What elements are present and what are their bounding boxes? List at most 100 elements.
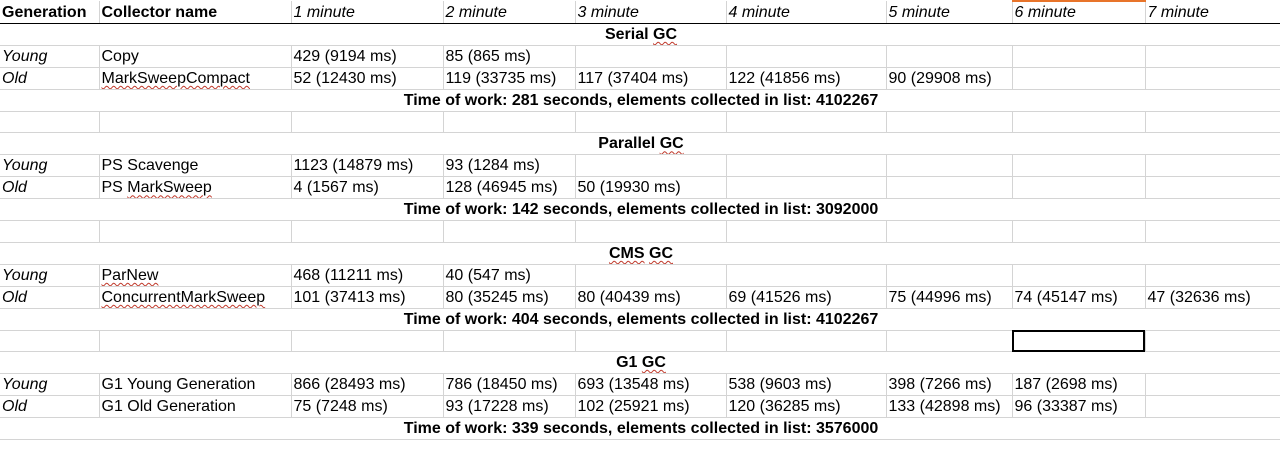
cell-value[interactable]: 50 (19930 ms) [575,176,727,200]
cell-value[interactable]: 80 (35245 ms) [443,286,576,309]
header-cell-generation[interactable]: Generation [0,1,100,24]
cell-value[interactable]: 120 (36285 ms) [726,395,887,419]
section-title-cms[interactable]: CMS GC [0,242,1280,265]
empty-cell[interactable] [726,111,887,134]
cell-generation[interactable]: Old [0,176,100,200]
cell-value[interactable] [1012,45,1146,68]
cell-value[interactable] [575,45,727,68]
cell-collector[interactable]: G1 Old Generation [99,395,292,419]
cell-generation[interactable]: Young [0,154,100,178]
cell-value[interactable] [886,154,1013,178]
cell-value[interactable]: 786 (18450 ms) [443,373,576,397]
cell-value[interactable] [1145,67,1280,90]
header-cell-7-minute[interactable]: 7 minute [1145,1,1280,24]
empty-cell[interactable] [99,111,292,134]
cell-value[interactable] [726,176,887,200]
cell-collector[interactable]: MarkSweepCompact [99,67,292,90]
empty-cell[interactable] [575,220,727,243]
empty-cell[interactable] [0,220,100,243]
cell-value[interactable] [575,264,727,287]
empty-cell[interactable] [886,220,1013,243]
cell-value[interactable] [1145,395,1280,419]
cell-value[interactable]: 398 (7266 ms) [886,373,1013,397]
cell-value[interactable]: 75 (44996 ms) [886,286,1013,309]
empty-cell[interactable] [1145,330,1280,353]
cell-value[interactable]: 74 (45147 ms) [1012,286,1146,309]
cell-generation[interactable]: Old [0,395,100,419]
cell-value[interactable]: 80 (40439 ms) [575,286,727,309]
cell-collector[interactable]: G1 Young Generation [99,373,292,397]
section-title-parallel[interactable]: Parallel GC [0,132,1280,156]
cell-value[interactable] [726,45,887,68]
cell-value[interactable]: 128 (46945 ms) [443,176,576,200]
cell-value[interactable] [726,264,887,287]
cell-generation[interactable]: Old [0,286,100,309]
cell-collector[interactable]: ParNew [99,264,292,287]
cell-value[interactable] [1012,67,1146,90]
cell-value[interactable]: 468 (11211 ms) [291,264,444,287]
cell-value[interactable] [886,264,1013,287]
empty-cell[interactable] [726,330,887,353]
empty-cell[interactable] [443,330,576,353]
cell-value[interactable] [1145,264,1280,287]
cell-value[interactable]: 85 (865 ms) [443,45,576,68]
empty-cell[interactable] [0,330,100,353]
cell-value[interactable]: 93 (1284 ms) [443,154,576,178]
empty-cell[interactable] [1145,220,1280,243]
cell-value[interactable]: 187 (2698 ms) [1012,373,1146,397]
selected-cell[interactable] [1012,330,1146,353]
empty-cell[interactable] [0,111,100,134]
cell-value[interactable]: 93 (17228 ms) [443,395,576,419]
cell-value[interactable] [575,154,727,178]
header-cell-1-minute[interactable]: 1 minute [291,1,444,24]
empty-cell[interactable] [443,220,576,243]
empty-cell[interactable] [291,330,444,353]
header-cell-5-minute[interactable]: 5 minute [886,1,1013,24]
cell-value[interactable]: 101 (37413 ms) [291,286,444,309]
cell-value[interactable]: 52 (12430 ms) [291,67,444,90]
cell-value[interactable]: 429 (9194 ms) [291,45,444,68]
cell-value[interactable]: 119 (33735 ms) [443,67,576,90]
cell-value[interactable] [1012,176,1146,200]
cell-value[interactable]: 693 (13548 ms) [575,373,727,397]
cell-value[interactable]: 90 (29908 ms) [886,67,1013,90]
cell-value[interactable] [1012,154,1146,178]
empty-cell[interactable] [886,111,1013,134]
summary-cell-g1[interactable]: Time of work: 339 seconds, elements coll… [0,417,1280,441]
cell-value[interactable] [1145,373,1280,397]
cell-value[interactable] [886,45,1013,68]
cell-value[interactable]: 102 (25921 ms) [575,395,727,419]
cell-value[interactable]: 4 (1567 ms) [291,176,444,200]
cell-generation[interactable]: Old [0,67,100,90]
cell-value[interactable] [1145,45,1280,68]
empty-cell[interactable] [443,111,576,134]
cell-value[interactable] [1145,154,1280,178]
empty-cell[interactable] [1012,111,1146,134]
cell-value[interactable]: 47 (32636 ms) [1145,286,1280,309]
cell-value[interactable]: 133 (42898 ms) [886,395,1013,419]
cell-value[interactable] [1012,264,1146,287]
header-cell-2-minute[interactable]: 2 minute [443,1,576,24]
empty-cell[interactable] [886,330,1013,353]
cell-value[interactable]: 40 (547 ms) [443,264,576,287]
summary-cell-parallel[interactable]: Time of work: 142 seconds, elements coll… [0,198,1280,222]
empty-cell[interactable] [726,220,887,243]
cell-collector[interactable]: ConcurrentMarkSweep [99,286,292,309]
cell-value[interactable]: 1123 (14879 ms) [291,154,444,178]
cell-value[interactable] [1145,176,1280,200]
cell-collector[interactable]: Copy [99,45,292,68]
section-title-serial[interactable]: Serial GC [0,23,1280,46]
cell-value[interactable] [726,154,887,178]
header-cell-4-minute[interactable]: 4 minute [726,1,887,24]
section-title-g1[interactable]: G1 GC [0,351,1280,375]
cell-generation[interactable]: Young [0,264,100,287]
header-cell-6-minute[interactable]: 6 minute [1012,0,1146,24]
cell-generation[interactable]: Young [0,373,100,397]
cell-value[interactable]: 69 (41526 ms) [726,286,887,309]
cell-generation[interactable]: Young [0,45,100,68]
empty-cell[interactable] [575,111,727,134]
summary-cell-serial[interactable]: Time of work: 281 seconds, elements coll… [0,89,1280,112]
empty-cell[interactable] [575,330,727,353]
cell-collector[interactable]: PS Scavenge [99,154,292,178]
cell-value[interactable] [886,176,1013,200]
